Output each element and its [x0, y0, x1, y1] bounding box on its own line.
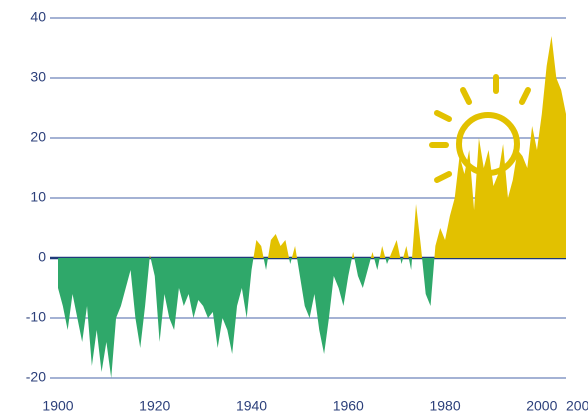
x-tick-label: 1920 [139, 398, 170, 414]
y-tick-label: 20 [30, 129, 46, 145]
sun-ray [434, 171, 452, 183]
x-tick-label: 2000 [526, 398, 557, 414]
y-tick-label: 10 [30, 189, 46, 205]
x-tick-label: 1960 [333, 398, 364, 414]
sun-ray [460, 87, 472, 105]
y-tick-label: 30 [30, 69, 46, 85]
x-tick-label: 2005 [566, 398, 588, 414]
x-tick-label: 1980 [429, 398, 460, 414]
x-tick-label: 1940 [236, 398, 267, 414]
sun-icon [429, 74, 531, 183]
x-tick-label: 1900 [42, 398, 73, 414]
y-tick-label: 40 [30, 9, 46, 25]
area [58, 36, 566, 378]
sun-ray [434, 110, 452, 122]
y-tick-label: -10 [26, 309, 46, 325]
sun [456, 112, 520, 176]
y-tick-label: -20 [26, 369, 46, 385]
axes: -20 -10 0 10 20 30 40 1900 1920 1940 1960 1980 2000 2… [26, 9, 588, 414]
plot [58, 36, 566, 378]
y-tick-label: 0 [38, 249, 46, 265]
sun-ray [519, 87, 531, 105]
